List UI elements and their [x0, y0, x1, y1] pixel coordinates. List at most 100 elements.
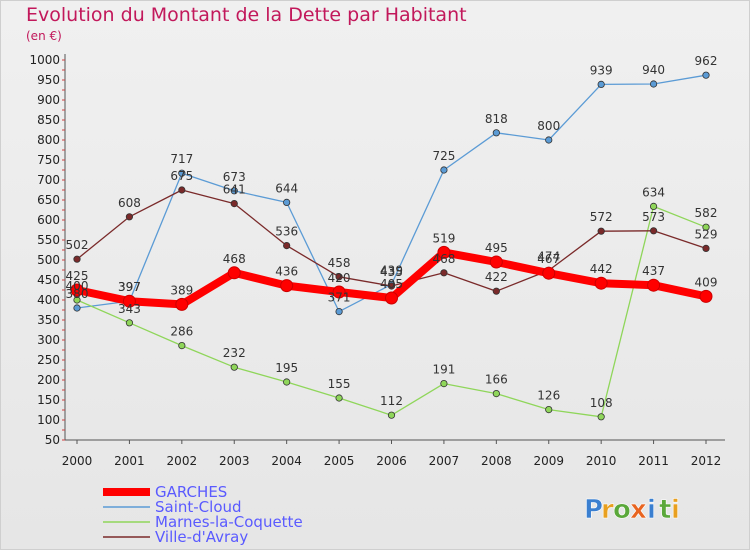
data-label: 286: [170, 325, 193, 339]
data-label: 425: [66, 269, 89, 283]
data-label: 435: [380, 265, 403, 279]
x-tick-label: 2012: [691, 454, 722, 468]
data-point: [649, 202, 658, 210]
data-label: 397: [118, 280, 141, 294]
x-tick-label: 2006: [376, 454, 407, 468]
y-tick-label: 750: [37, 153, 60, 167]
data-point: [597, 80, 605, 89]
y-tick-label: 100: [37, 413, 60, 427]
data-label: 420: [328, 271, 351, 285]
data-label: 572: [590, 210, 613, 224]
data-label: 232: [223, 346, 246, 360]
data-label: 397: [118, 280, 141, 294]
data-point: [702, 71, 710, 79]
data-point: [283, 198, 291, 206]
data-point: [332, 285, 346, 299]
data-point: [230, 363, 238, 371]
data-point: [489, 255, 503, 269]
data-point: [122, 294, 136, 308]
data-point: [335, 394, 343, 402]
data-point: [280, 279, 294, 293]
data-point: [545, 405, 553, 414]
logo-letter: o: [613, 495, 631, 525]
data-point: [542, 266, 556, 280]
data-label: 126: [537, 389, 560, 403]
y-tick-label: 550: [37, 233, 60, 247]
y-tick-label: 200: [37, 373, 60, 387]
data-label: 468: [223, 252, 246, 266]
logo-letter: r: [601, 495, 614, 525]
y-tick-label: 600: [37, 213, 60, 227]
y-tick-label: 150: [37, 393, 60, 407]
data-point: [440, 379, 448, 388]
data-label: 155: [328, 377, 351, 391]
x-tick-label: 2003: [219, 454, 250, 468]
data-label: 474: [537, 249, 560, 263]
y-tick-label: 350: [37, 313, 60, 327]
data-label: 409: [695, 275, 718, 289]
data-point: [437, 245, 451, 259]
data-label: 673: [223, 170, 246, 184]
data-point: [649, 227, 658, 235]
data-label: 437: [642, 264, 665, 278]
x-tick-label: 2009: [533, 454, 564, 468]
legend-label: Saint-Cloud: [155, 498, 242, 516]
x-tick-label: 2011: [638, 454, 669, 468]
data-label: 675: [170, 169, 193, 183]
data-point: [178, 186, 186, 194]
y-tick-label: 950: [37, 73, 60, 87]
data-point: [702, 244, 710, 252]
chart-subtitle: (en €): [26, 29, 62, 43]
data-point: [385, 291, 398, 305]
legend-label: Ville-d'Avray: [155, 528, 248, 546]
data-label: 502: [66, 238, 89, 252]
y-tick-label: 450: [37, 273, 60, 287]
x-tick-label: 2001: [114, 454, 145, 468]
data-point: [594, 276, 608, 290]
data-labels: 380 397 717 673 644 371 439 725 818 800 939 940 962 4…: [66, 54, 718, 410]
data-point: [387, 411, 396, 419]
data-label: 641: [223, 183, 246, 197]
legend-label: Marnes-la-Coquette: [155, 513, 303, 531]
y-tick-label: 900: [37, 93, 60, 107]
data-label: 529: [695, 227, 718, 241]
data-point: [649, 80, 658, 88]
data-point: [597, 413, 605, 421]
data-point: [125, 319, 134, 327]
series-line: [76, 205, 707, 418]
data-point: [647, 278, 661, 292]
y-tick-label: 500: [37, 253, 60, 267]
y-tick-label: 250: [37, 353, 60, 367]
data-label: 536: [275, 225, 298, 239]
y-tick-label: 650: [37, 193, 60, 207]
y-tick-label: 800: [37, 133, 60, 147]
data-label: 939: [590, 63, 613, 77]
data-point: [73, 255, 81, 263]
data-label: 468: [432, 252, 455, 266]
data-label: 573: [642, 210, 665, 224]
data-point: [230, 187, 238, 195]
data-label: 519: [432, 231, 455, 245]
data-point: [545, 136, 553, 144]
axes: 50 100 150 200 250 300 350 400 450 500 550 600 650 70…: [29, 53, 725, 468]
logo-letter: i: [671, 495, 680, 525]
x-tick-label: 2000: [62, 454, 93, 468]
data-label: 380: [66, 287, 89, 301]
data-point: [175, 297, 189, 311]
data-label: 422: [485, 270, 508, 284]
data-label: 108: [590, 396, 613, 410]
data-point: [227, 266, 241, 280]
data-point: [283, 378, 291, 386]
x-tick-label: 2007: [429, 454, 460, 468]
data-point: [492, 129, 500, 137]
data-label: 962: [695, 54, 718, 68]
data-point: [702, 223, 710, 231]
data-label: 166: [485, 373, 508, 387]
data-label: 343: [118, 302, 141, 316]
data-label: 940: [642, 63, 665, 77]
y-tick-label: 700: [37, 173, 60, 187]
data-label: 371: [328, 291, 351, 305]
x-tick-label: 2008: [481, 454, 512, 468]
